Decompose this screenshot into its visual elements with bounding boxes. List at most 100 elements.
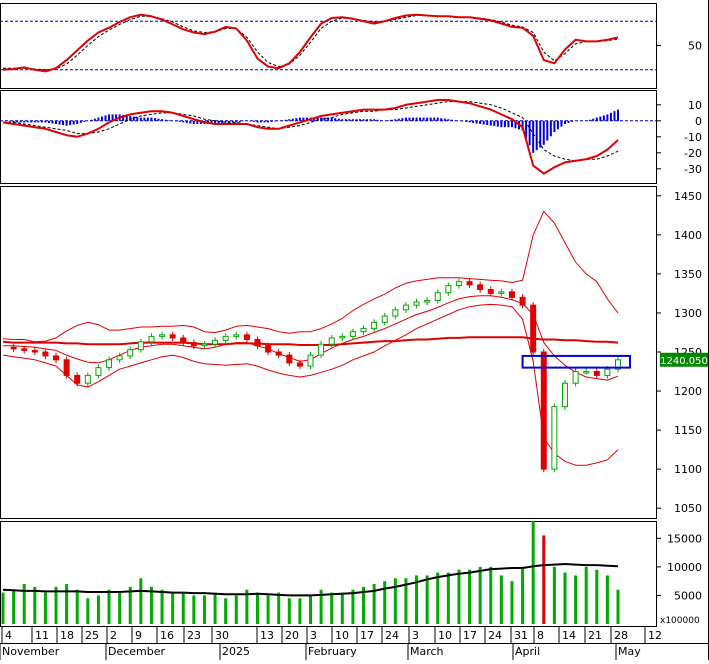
last-value-badge <box>660 352 708 367</box>
price-ytick-label: 1300 <box>674 307 702 320</box>
candle-body <box>159 334 166 337</box>
x-day-label: 20 <box>285 629 299 642</box>
candle-body <box>477 284 484 291</box>
x-day-label: 12 <box>648 629 662 642</box>
volume-bar <box>33 586 37 624</box>
candle-body <box>42 351 49 357</box>
volume-bar <box>234 595 238 624</box>
bollinger-lower-band <box>2 303 619 466</box>
volume-bar <box>266 595 270 624</box>
price-ytick-label: 1200 <box>674 385 702 398</box>
candle-body <box>53 355 60 361</box>
volume-bar <box>574 575 578 624</box>
candle-body <box>21 348 28 351</box>
candle-body <box>233 334 240 337</box>
candle-body <box>201 343 208 347</box>
candle-body <box>445 285 452 294</box>
candle-body <box>10 346 17 350</box>
volume-bar <box>383 581 387 624</box>
candle-body <box>530 304 537 353</box>
volume-bar <box>404 578 408 624</box>
candle-body <box>74 374 81 384</box>
candle-body <box>169 334 176 339</box>
candle-body <box>381 315 388 323</box>
candle-body <box>466 281 473 286</box>
volume-bar <box>96 595 100 624</box>
candle-body <box>371 321 378 330</box>
volume-bar <box>457 569 461 624</box>
x-month-label: April <box>515 645 540 658</box>
x-day-label: 8 <box>537 629 544 642</box>
candle-body <box>392 309 399 317</box>
volume-bar <box>86 598 90 624</box>
candle-body <box>31 349 38 353</box>
volume-bar <box>595 569 599 624</box>
volume-bar <box>255 592 259 624</box>
volume-bar <box>415 575 419 624</box>
rsi-panel <box>0 13 656 73</box>
macd-ytick-label: 0 <box>695 115 702 128</box>
candle-body <box>116 355 123 361</box>
macd-panel-frame <box>0 90 657 184</box>
x-day-label: 18 <box>60 629 74 642</box>
x-day-label: 10 <box>335 629 349 642</box>
x-day-label: 14 <box>562 629 576 642</box>
volume-ytick-label: 10000 <box>667 561 702 574</box>
volume-bar <box>224 598 228 624</box>
candle-body <box>434 292 441 301</box>
volume-moving-average <box>2 563 619 597</box>
candle-body <box>561 382 568 408</box>
volume-bar <box>340 592 344 624</box>
volume-ytick-label: 5000 <box>674 589 702 602</box>
candle-body <box>296 362 303 367</box>
candle-body <box>180 337 187 344</box>
candle-body <box>265 345 272 353</box>
bollinger-upper-band <box>2 210 619 343</box>
last-value-label: 1240.050 <box>660 356 708 367</box>
volume-panel <box>1 521 620 624</box>
volume-unit-label: x100000 <box>660 616 700 626</box>
candle-body <box>572 371 579 384</box>
macd-ytick-label: -10 <box>684 131 702 144</box>
volume-bar <box>287 598 291 624</box>
x-day-label: 11 <box>35 629 49 642</box>
x-day-label: 16 <box>160 629 174 642</box>
candle-body <box>328 337 335 345</box>
macd-ytick-label: -20 <box>684 147 702 160</box>
candle-body <box>360 328 367 333</box>
volume-bar <box>277 592 281 624</box>
x-day-label: 31 <box>514 629 528 642</box>
volume-bar <box>521 566 525 624</box>
rsi-line <box>2 13 619 73</box>
volume-bar <box>362 586 366 624</box>
x-day-label: 24 <box>385 629 399 642</box>
volume-bar <box>468 569 472 624</box>
volume-bar <box>542 535 546 624</box>
candle-body <box>137 341 144 351</box>
volume-bar <box>436 572 440 624</box>
x-day-label: 3 <box>310 629 317 642</box>
x-month-label: February <box>308 645 357 658</box>
price-ytick-label: 1350 <box>674 268 702 281</box>
volume-bar <box>319 589 323 624</box>
candle-body <box>540 351 547 470</box>
price-panel <box>2 210 632 473</box>
candle-body <box>551 406 558 470</box>
volume-bar <box>425 575 429 624</box>
candle-body <box>148 335 155 343</box>
volume-bar <box>160 589 164 624</box>
candle-body <box>95 367 102 376</box>
candle-body <box>402 304 409 311</box>
volume-bar <box>531 521 535 624</box>
candle-body <box>84 374 91 384</box>
volume-ytick-label: 15000 <box>667 532 702 545</box>
candle-body <box>127 349 134 357</box>
candle-body <box>349 331 356 337</box>
volume-bar <box>139 578 143 624</box>
candle-body <box>212 339 219 345</box>
candle-body <box>318 343 325 356</box>
rsi-signal-line <box>3 15 619 71</box>
long-moving-average <box>2 336 619 346</box>
candle-body <box>604 368 611 376</box>
